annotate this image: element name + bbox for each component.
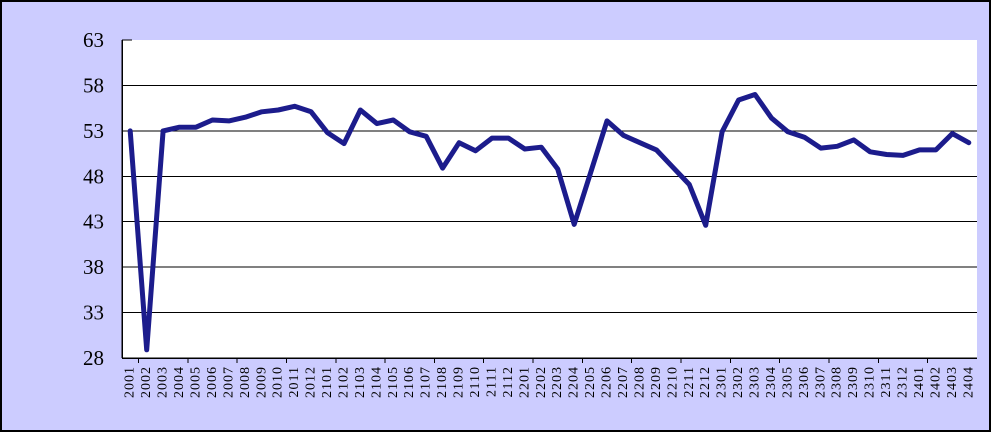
- x-axis-label: 2401: [912, 366, 927, 398]
- x-axis-label: 2306: [797, 366, 812, 398]
- x-axis-label: 2106: [402, 366, 417, 398]
- plot-area: [122, 40, 977, 358]
- x-axis-label: 2310: [863, 366, 878, 398]
- x-axis-label: 2011: [287, 366, 302, 397]
- x-axis-label: 2012: [304, 366, 319, 398]
- x-axis-label: 2102: [336, 366, 351, 398]
- x-axis-label: 2103: [353, 366, 368, 398]
- x-axis-label: 2207: [616, 366, 631, 398]
- x-axis-label: 2003: [156, 366, 171, 398]
- x-axis-label: 2006: [205, 366, 220, 398]
- x-axis-label: 2312: [896, 366, 911, 398]
- x-axis-label: 2309: [846, 366, 861, 398]
- x-axis-label: 2001: [123, 366, 138, 398]
- x-axis-label: 2112: [501, 366, 516, 397]
- y-axis-label: 33: [83, 301, 104, 325]
- x-axis-label: 2311: [879, 366, 894, 397]
- x-axis-label: 2201: [517, 366, 532, 398]
- x-axis-label: 2304: [764, 366, 779, 398]
- x-axis-label: 2202: [534, 366, 549, 398]
- x-axis-label: 2111: [484, 366, 499, 397]
- x-axis-label: 2009: [254, 366, 269, 398]
- x-axis-label: 2303: [748, 366, 763, 398]
- x-axis-label: 2403: [945, 366, 960, 398]
- x-axis-label: 2203: [550, 366, 565, 398]
- x-axis-label: 2209: [649, 366, 664, 398]
- pmi-series-line: [127, 92, 972, 353]
- y-axis-label: 58: [83, 73, 104, 97]
- x-axis-label: 2101: [320, 366, 335, 398]
- x-axis-label: 2108: [435, 366, 450, 398]
- x-axis-label: 2008: [238, 366, 253, 398]
- y-axis-label: 53: [83, 119, 104, 143]
- y-axis-label: 43: [83, 210, 104, 234]
- x-axis-label: 2210: [665, 366, 680, 398]
- x-axis-label: 2109: [452, 366, 467, 398]
- x-axis-label: 2211: [682, 366, 697, 397]
- x-axis-label: 2010: [271, 366, 286, 398]
- x-axis-label: 2301: [715, 366, 730, 398]
- x-axis-label: 2004: [172, 366, 187, 398]
- x-axis-label: 2208: [632, 366, 647, 398]
- x-axis-label: 2308: [830, 366, 845, 398]
- y-axis-label: 48: [83, 164, 104, 188]
- x-axis-label: 2307: [813, 366, 828, 398]
- x-axis-label: 2212: [698, 366, 713, 398]
- y-axis-label: 28: [83, 346, 104, 370]
- y-axis-label: 63: [83, 28, 104, 52]
- x-axis-label: 2007: [221, 366, 236, 398]
- x-axis-label: 2204: [567, 366, 582, 398]
- x-axis-label: 2302: [731, 366, 746, 398]
- x-axis-label: 2107: [419, 366, 434, 398]
- x-axis-label: 2002: [139, 366, 154, 398]
- y-axis-label: 38: [83, 255, 104, 279]
- x-axis-label: 2005: [188, 366, 203, 398]
- x-axis-label: 2305: [780, 366, 795, 398]
- x-axis-label: 2104: [369, 366, 384, 398]
- x-axis-label: 2206: [600, 366, 615, 398]
- x-axis-label: 2105: [386, 366, 401, 398]
- x-axis-label: 2110: [468, 366, 483, 397]
- x-axis-label: 2402: [928, 366, 943, 398]
- x-axis-label: 2205: [583, 366, 598, 398]
- x-axis-label: 2404: [961, 366, 976, 398]
